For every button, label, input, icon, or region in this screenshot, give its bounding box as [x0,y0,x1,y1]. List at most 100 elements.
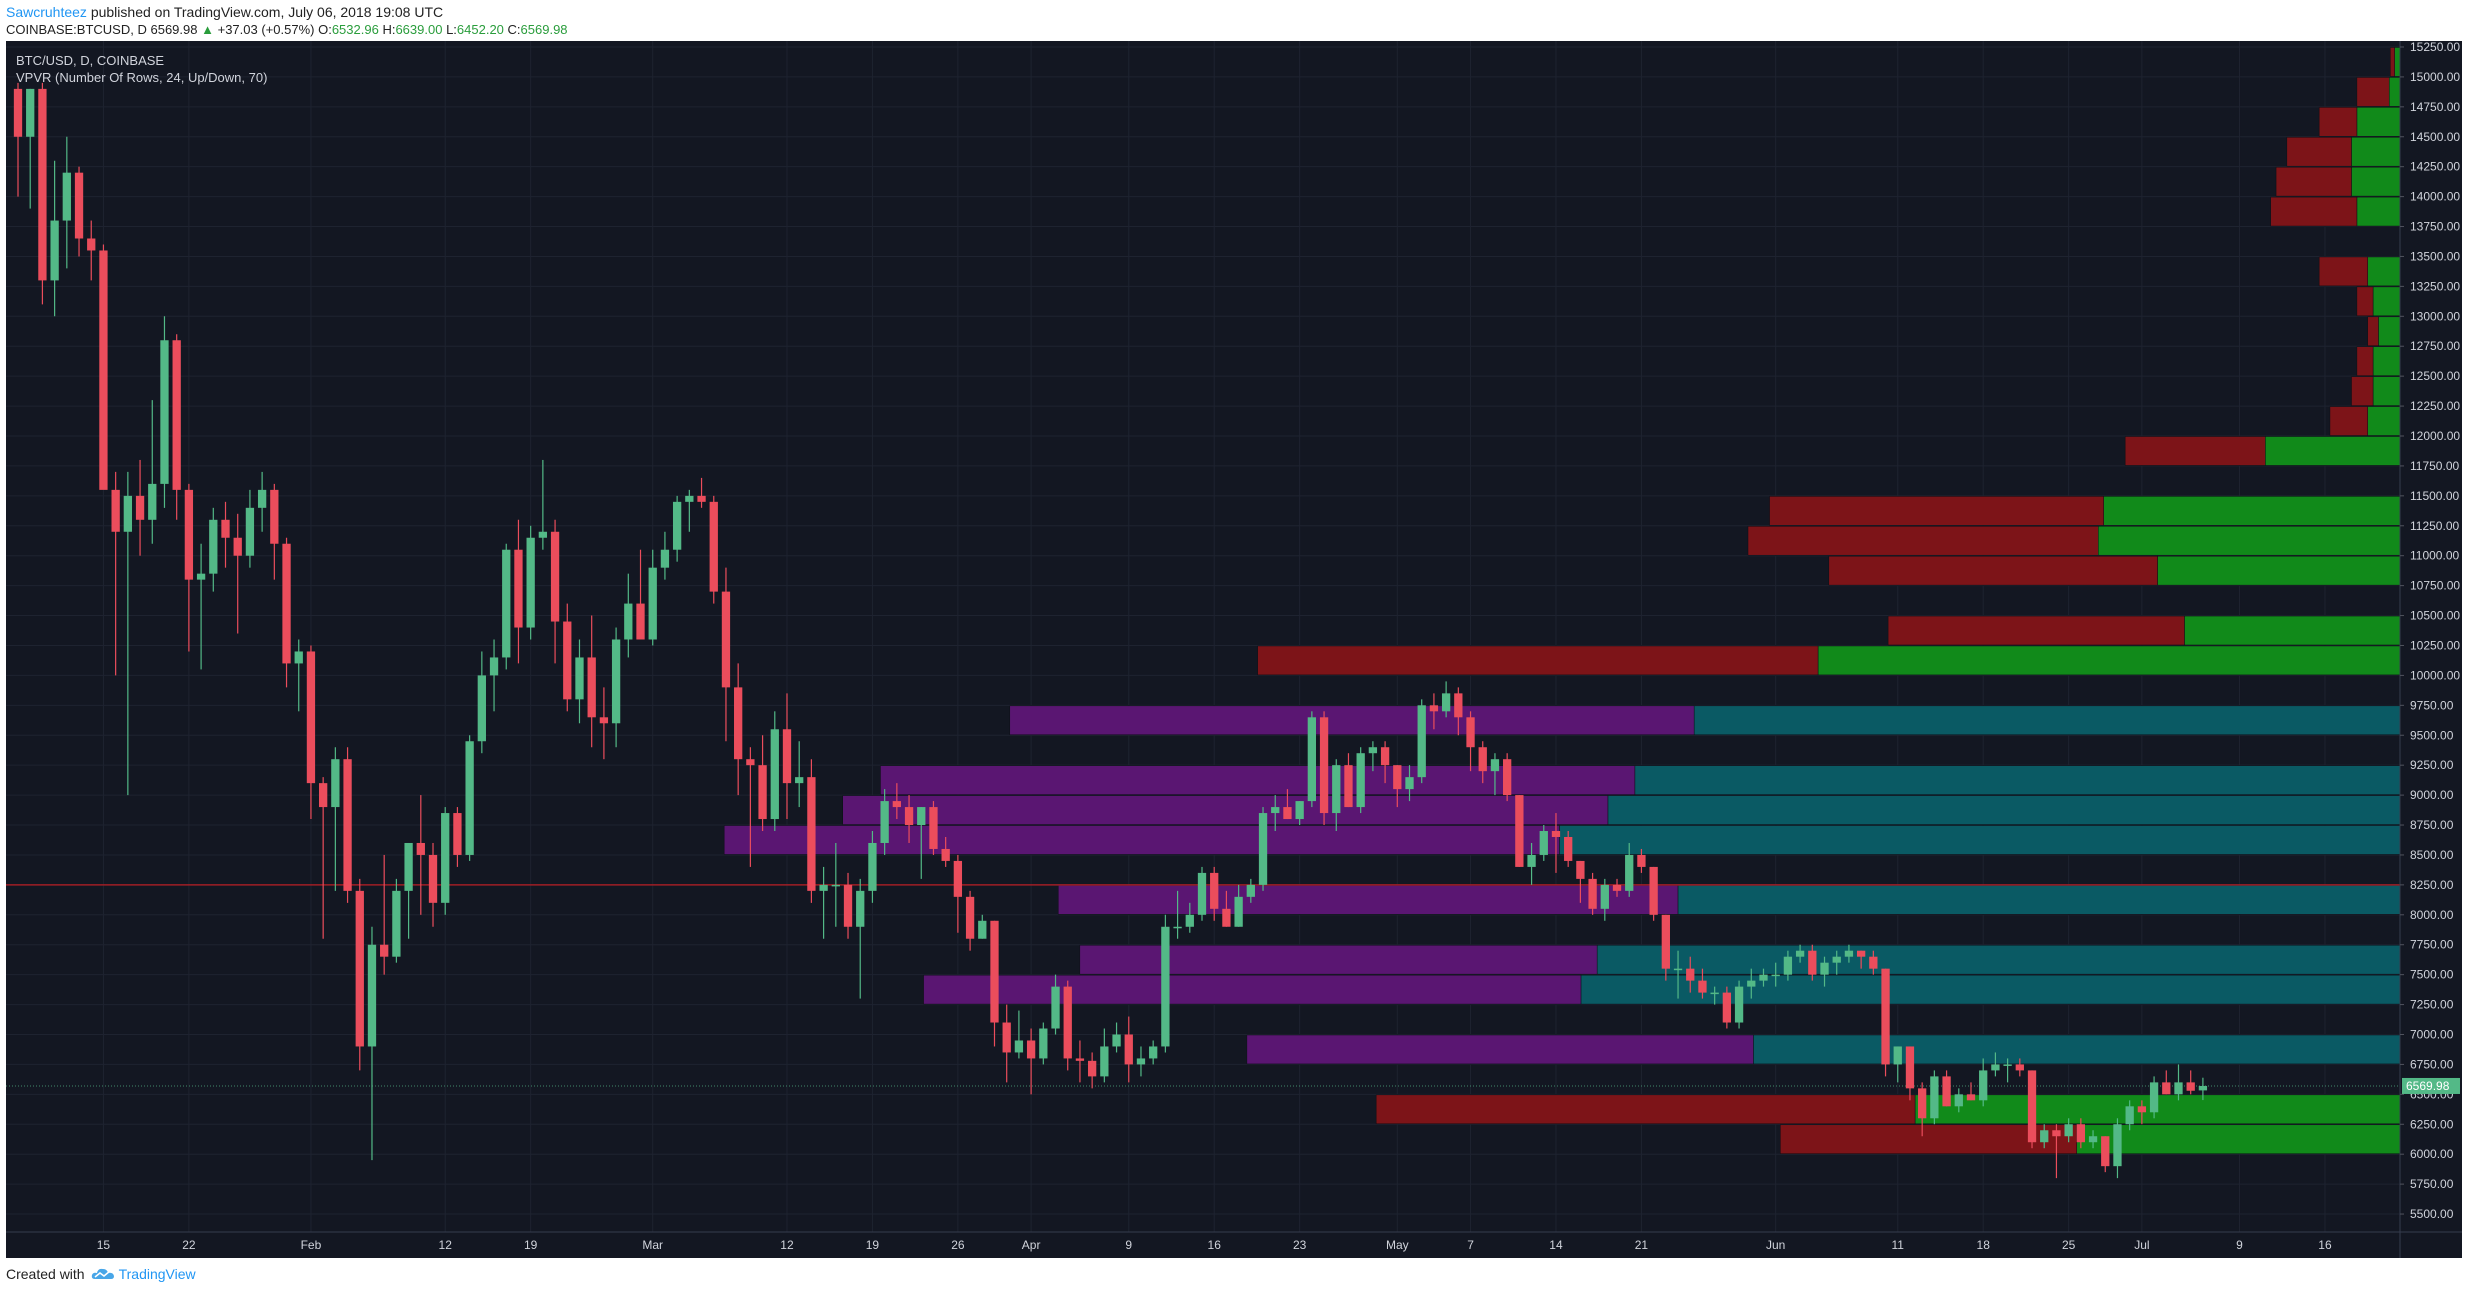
profile-up-bar [2367,406,2401,436]
profile-up-bar [2157,555,2401,586]
candle-body [1991,1064,2000,1071]
candle-body [209,519,218,574]
candle-body [758,765,767,820]
candle-body [1246,884,1255,897]
profile-up-bar [2076,1124,2401,1154]
candle-body [123,495,133,532]
candle-body [660,549,670,568]
candle-body [1979,1070,1988,1101]
candle-body [1307,717,1317,802]
candle-body [306,651,316,784]
candle-body [1332,765,1341,814]
profile-up-bar [2356,196,2401,227]
candle-body [1368,747,1378,754]
candle-body [1539,831,1548,855]
candle-body [2015,1064,2024,1071]
candle-body [1673,968,1683,971]
candle-body [2174,1082,2183,1095]
candle-body [795,777,804,784]
candle-body [1429,705,1439,712]
profile-down-bar [1058,885,1679,915]
candle-body [685,495,694,502]
candle-body [1100,1046,1109,1077]
candle-body [1014,1040,1024,1053]
candle-body [355,890,364,1047]
price-axis[interactable]: 5500.005750.006000.006250.006500.006750.… [2400,41,2460,1221]
candle-body [343,759,352,891]
candles [13,82,2208,1179]
profile-down-bar [2356,77,2390,107]
profile-down-bar [880,765,1636,795]
candle-body [319,783,328,808]
candle-body [428,854,438,903]
tradingview-link[interactable]: TradingView [91,1266,196,1282]
candle-body [697,495,706,502]
candle-body [441,813,450,903]
author-link[interactable]: Sawcruhteez [6,4,87,20]
candle-body [1930,1076,1939,1119]
candle-body [672,501,682,550]
candle-body [1808,950,1817,975]
time-axis[interactable]: 15 22 Feb 12 19 Mar 12 19 26 Apr 9 16 23 May 7 14 21 Jun 1… [97,1238,2332,1252]
chart-area[interactable]: 5500.00 5750.00 6000.00 6250.00 6500.00 6750.… [6,41,2462,1258]
profile-up-bar [2388,77,2401,107]
candle-body [856,890,865,927]
profile-up-bar [2367,256,2401,287]
price-tick-label: 9000.00 [2410,788,2454,802]
candle-body [624,603,633,640]
candle-body [453,813,462,855]
candle-body [941,848,950,861]
candle-body [1380,747,1390,766]
candle-body [26,88,35,137]
candle-body [1905,1046,1915,1089]
price-tick-label: 7500.00 [2410,968,2454,982]
candle-body [1954,1094,1963,1107]
price-tick-label: 13500.00 [2410,249,2460,263]
candle-body [1197,872,1207,915]
candle-body [709,501,718,592]
candle-body [1527,854,1536,867]
time-tick-label: May [1386,1238,1409,1252]
price-tick-label: 6750.00 [2410,1057,2454,1071]
candle-body [1295,801,1304,820]
time-tick-label: Jul [2134,1238,2149,1252]
candle-body [221,519,230,538]
price-tick-label: 6000.00 [2410,1147,2454,1161]
candle-body [380,944,389,957]
profile-up-bar [1817,645,2401,676]
created-with-text: Created with [6,1266,85,1282]
candle-body [2125,1106,2134,1125]
candle-body [2186,1082,2195,1091]
candle-body [1026,1040,1036,1059]
profile-down-bar [2275,166,2352,197]
profile-down-bar [2329,406,2368,436]
candle-body [172,340,181,490]
profile-up-bar [1677,885,2401,915]
chart-svg[interactable]: 5500.005750.006000.006250.006500.006750.… [6,41,2462,1258]
footer: Created with TradingView [6,1266,196,1282]
candle-body [1686,968,1695,981]
high-label: H: [382,22,396,37]
candle-body [868,842,877,891]
profile-up-bar [1634,765,2401,795]
candle-body [13,88,23,137]
profile-down-bar [2367,316,2379,346]
price-tick-label: 13250.00 [2410,279,2460,293]
candle-body [1124,1034,1133,1065]
candle-body [514,549,523,628]
candle-body [2027,1070,2037,1143]
profile-up-bar [2265,436,2401,466]
candle-body [1832,956,1841,963]
candle-body [1454,693,1463,718]
candle-body [2088,1136,2098,1143]
candle-body [1759,974,1768,981]
profile-down-bar [1780,1124,2077,1154]
candle-body [1112,1034,1121,1047]
indicator-legend: VPVR (Number Of Rows, 24, Up/Down, 70) [16,70,268,85]
candle-body [50,220,59,281]
price-tick-label: 9500.00 [2410,728,2454,742]
price-tick-label: 12750.00 [2410,339,2460,353]
price-tick-label: 7000.00 [2410,1027,2454,1041]
profile-up-bar [2097,526,2401,556]
time-tick-label: 9 [1125,1238,1132,1252]
